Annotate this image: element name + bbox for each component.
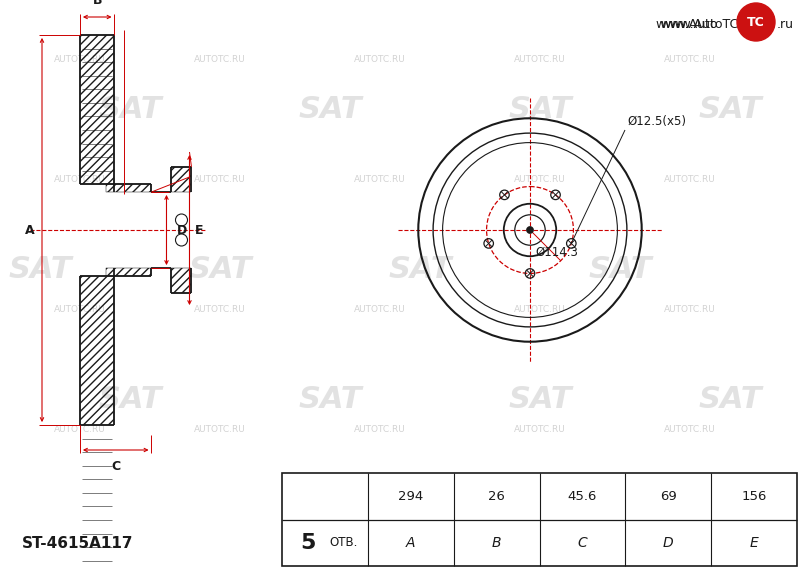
Text: A: A [406,536,415,550]
Text: SAT: SAT [298,96,362,124]
Text: Ø114.3: Ø114.3 [535,246,578,259]
Text: 45.6: 45.6 [568,490,597,503]
Text: SAT: SAT [98,96,162,124]
Text: AUTOTC.RU: AUTOTC.RU [354,175,406,185]
Text: www.Auto: www.Auto [655,18,718,31]
Text: AUTOTC.RU: AUTOTC.RU [354,426,406,434]
Text: AUTOTC.RU: AUTOTC.RU [194,56,246,65]
Text: AUTOTC.RU: AUTOTC.RU [194,175,246,185]
Text: SAT: SAT [188,256,252,285]
Text: TC: TC [747,15,765,29]
Text: AUTOTC.RU: AUTOTC.RU [54,426,106,434]
Text: E: E [750,536,758,550]
Text: SAT: SAT [508,96,572,124]
Circle shape [526,226,534,234]
Text: E: E [194,223,203,237]
Text: AUTOTC.RU: AUTOTC.RU [664,426,716,434]
Text: SAT: SAT [588,256,652,285]
Text: B: B [93,0,102,7]
Text: AUTOTC.RU: AUTOTC.RU [54,175,106,185]
Text: A: A [25,223,35,237]
Text: 5: 5 [300,533,315,553]
Text: Ø12.5(x5): Ø12.5(x5) [627,115,686,128]
Text: ST-4615A117: ST-4615A117 [22,536,134,551]
Text: C: C [578,536,587,550]
Text: AUTOTC.RU: AUTOTC.RU [354,305,406,315]
Text: AUTOTC.RU: AUTOTC.RU [354,56,406,65]
Text: AUTOTC.RU: AUTOTC.RU [54,305,106,315]
Text: 69: 69 [660,490,677,503]
Text: SAT: SAT [8,256,72,285]
Text: AUTOTC.RU: AUTOTC.RU [194,305,246,315]
Text: 294: 294 [398,490,423,503]
Text: SAT: SAT [508,386,572,414]
Text: SAT: SAT [388,256,452,285]
Text: SAT: SAT [698,386,762,414]
Text: AUTOTC.RU: AUTOTC.RU [54,56,106,65]
Text: AUTOTC.RU: AUTOTC.RU [514,305,566,315]
Text: AUTOTC.RU: AUTOTC.RU [194,426,246,434]
Text: 26: 26 [488,490,505,503]
Text: .ru: .ru [777,18,794,31]
Text: AUTOTC.RU: AUTOTC.RU [514,56,566,65]
Text: AUTOTC.RU: AUTOTC.RU [664,175,716,185]
Text: ОТВ.: ОТВ. [330,536,358,550]
Text: D: D [177,223,186,237]
Circle shape [737,3,775,41]
Text: D: D [663,536,674,550]
Text: SAT: SAT [698,96,762,124]
Text: 156: 156 [742,490,766,503]
Text: SAT: SAT [298,386,362,414]
Text: AUTOTC.RU: AUTOTC.RU [664,56,716,65]
Text: AUTOTC.RU: AUTOTC.RU [514,175,566,185]
Text: AUTOTC.RU: AUTOTC.RU [514,426,566,434]
Text: C: C [111,460,120,473]
Text: AUTOTC.RU: AUTOTC.RU [664,305,716,315]
Bar [282,473,797,566]
Text: SAT: SAT [98,386,162,414]
Text: www.AutoTC.ru: www.AutoTC.ru [660,18,755,31]
Text: B: B [492,536,502,550]
